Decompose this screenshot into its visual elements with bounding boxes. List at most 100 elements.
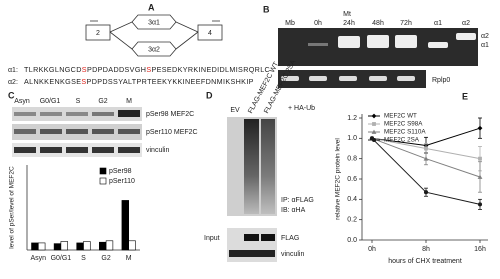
marker [477, 125, 483, 131]
y-tick-label: 0.0 [347, 237, 357, 244]
band-label: α2 [481, 33, 489, 40]
sequence-name: α1: [8, 67, 18, 74]
legend-label: MEF2C S110A [384, 129, 426, 136]
blot-label: pSer98 MEF2C [146, 111, 194, 118]
x-tick-label: Asyn [31, 255, 47, 262]
legend-label: MEF2C WT [384, 113, 417, 120]
gel-bands [281, 76, 415, 81]
bar [37, 242, 46, 251]
sequence-part: TLRKKGLNGCD [24, 65, 82, 74]
bar [53, 243, 62, 251]
input-label: Input [204, 235, 220, 242]
marker [371, 137, 377, 143]
panel-label: B [263, 4, 270, 14]
marker [371, 113, 377, 119]
panel-label: E [462, 91, 468, 101]
marker [423, 156, 429, 161]
bar [83, 241, 91, 251]
legend-label: MEF2C S98A [384, 121, 423, 128]
lane-label: Asyn [14, 98, 30, 105]
y-tick-label: 0.8 [347, 156, 357, 163]
blot-band [261, 234, 275, 241]
y-axis-label: level of pSer/level of MEF2C [9, 166, 16, 249]
bar [121, 200, 129, 251]
y-tick-label: 1.0 [347, 135, 357, 142]
exon-label: 4 [208, 30, 212, 37]
band-label: Rplp0 [432, 77, 450, 84]
sequence-part: PDPDSSYALTPRTEEKYKKINEEFDNMIKSHKIP [87, 77, 254, 86]
marker [423, 190, 429, 195]
ip-label: IB: αHA [281, 207, 306, 214]
blot-smear [261, 119, 275, 214]
sequence-part: S [146, 65, 151, 74]
lane-label: Mb [285, 20, 295, 27]
x-tick-label: 8h [422, 246, 430, 253]
lane-label: M [126, 98, 132, 105]
bar [76, 242, 84, 251]
legend-label: MEF2C 2SA [384, 137, 420, 144]
lane-label: G2 [98, 98, 107, 105]
bar [60, 241, 68, 251]
sequence-part: S [82, 65, 87, 74]
marker [478, 156, 482, 161]
panel-label: A [148, 2, 155, 12]
group-label: Mt [343, 11, 351, 18]
y-tick-label: 0.4 [347, 196, 357, 203]
marker [371, 129, 377, 134]
lane-label: α2 [462, 20, 470, 27]
ip-label: IP: αFLAG [281, 197, 314, 204]
lane-label: 24h [343, 20, 355, 27]
lane-label: EV [230, 107, 240, 114]
band-label: α1 [481, 42, 489, 49]
x-tick-label: M [126, 255, 132, 262]
sequence-part: S [81, 77, 86, 86]
x-tick-label: G2 [101, 255, 110, 262]
x-tick-label: 0h [368, 246, 376, 253]
y-tick-label: 0.6 [347, 176, 357, 183]
bar [31, 242, 39, 251]
gel-bands [308, 33, 476, 48]
marker [477, 202, 483, 207]
y-axis-label: relative MEF2C protein level [335, 138, 342, 220]
legend-swatch [99, 167, 107, 175]
sequence: ALNKKENKGSESPDPDSSYALTPRTEEKYKKINEEFDNMI… [24, 77, 254, 86]
blot-bands [14, 110, 140, 153]
blot-band [244, 234, 259, 241]
panel-label: C [8, 90, 15, 100]
blot-label: vinculin [281, 251, 304, 258]
bar [99, 241, 107, 251]
lane-label: S [76, 98, 81, 105]
x-tick-label: 16h [474, 246, 486, 253]
x-axis-label: hours of CHX treatment [388, 258, 462, 265]
treatment-label: + HA-Ub [288, 105, 315, 112]
exon-label: 3α1 [148, 19, 160, 26]
exon-label: 3α2 [148, 46, 160, 53]
blot-label: vinculin [146, 147, 169, 154]
blot-label: pSer110 MEF2C [146, 129, 198, 136]
legend-swatch [99, 177, 107, 185]
sequence-part: PESEDKYRKINEDIDLMISRQRLC [151, 65, 270, 74]
sequence: TLRKKGLNGCDSPDPDADDSVGHSPESEDKYRKINEDIDL… [24, 65, 270, 74]
lane-label: 48h [372, 20, 384, 27]
lane-label: α1 [434, 20, 442, 27]
blot-label: FLAG [281, 235, 299, 242]
panel-label: D [206, 90, 213, 100]
marker [424, 146, 428, 151]
lane-label: 72h [400, 20, 412, 27]
x-tick-label: S [81, 255, 86, 262]
exon-label: 2 [96, 30, 100, 37]
blot-band [229, 250, 275, 257]
bar [105, 240, 114, 251]
legend-label: pSer98 [109, 168, 132, 175]
sequence-part: PDPDADDSVGH [87, 65, 146, 74]
y-tick-label: 0.2 [347, 217, 357, 224]
sequence-name: α2: [8, 79, 18, 86]
marker [372, 122, 376, 126]
x-tick-label: G0/G1 [51, 255, 72, 262]
exon-diagram [85, 14, 223, 57]
marker [477, 174, 483, 179]
lane-label: 0h [314, 20, 322, 27]
lane-label: G0/G1 [40, 98, 61, 105]
bar [128, 240, 136, 251]
